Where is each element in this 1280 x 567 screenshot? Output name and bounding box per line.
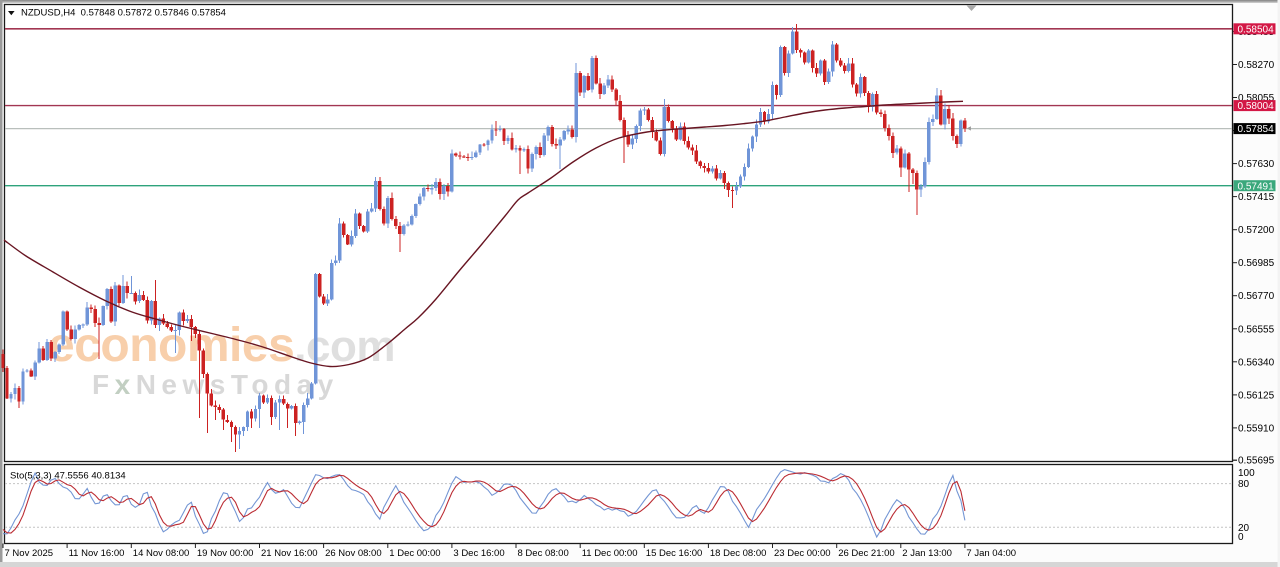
svg-text:0.55695: 0.55695: [1238, 456, 1275, 467]
svg-text:18 Dec 08:00: 18 Dec 08:00: [710, 548, 767, 559]
svg-text:0.58270: 0.58270: [1238, 60, 1275, 71]
svg-text:8 Dec 08:00: 8 Dec 08:00: [518, 548, 569, 559]
svg-text:Sto(5,3,3) 47.5556 40.8134: Sto(5,3,3) 47.5556 40.8134: [10, 471, 126, 482]
svg-text:0.57491: 0.57491: [1238, 181, 1275, 192]
svg-text:0.56340: 0.56340: [1238, 357, 1275, 368]
svg-text:23 Dec 00:00: 23 Dec 00:00: [774, 548, 831, 559]
svg-text:2 Jan 13:00: 2 Jan 13:00: [902, 548, 952, 559]
svg-text:economies.com: economies.com: [48, 319, 395, 372]
svg-text:3 Dec 16:00: 3 Dec 16:00: [453, 548, 504, 559]
svg-text:19 Nov 00:00: 19 Nov 00:00: [197, 548, 254, 559]
svg-text:20: 20: [1238, 523, 1250, 534]
svg-text:0.57415: 0.57415: [1238, 192, 1275, 203]
svg-text:26 Nov 08:00: 26 Nov 08:00: [325, 548, 382, 559]
svg-text:0.58004: 0.58004: [1238, 101, 1275, 112]
svg-text:0.56770: 0.56770: [1238, 291, 1275, 302]
svg-text:FxNewsToday: FxNewsToday: [92, 369, 339, 400]
svg-text:0.55910: 0.55910: [1238, 423, 1275, 434]
svg-text:80: 80: [1238, 479, 1250, 490]
svg-text:15 Dec 16:00: 15 Dec 16:00: [646, 548, 703, 559]
svg-text:100: 100: [1238, 468, 1255, 479]
svg-text:11 Dec 00:00: 11 Dec 00:00: [582, 548, 638, 559]
svg-text:0.58055: 0.58055: [1238, 93, 1275, 104]
svg-text:0: 0: [1238, 532, 1244, 543]
svg-text:7 Nov 2025: 7 Nov 2025: [5, 548, 54, 559]
svg-text:0.57854: 0.57854: [1238, 124, 1275, 135]
svg-text:0.56125: 0.56125: [1238, 390, 1275, 401]
svg-text:11 Nov 16:00: 11 Nov 16:00: [69, 548, 125, 559]
svg-text:NZDUSD,H4 0.57848 0.57872 0.5: NZDUSD,H4 0.57848 0.57872 0.57846 0.5785…: [21, 8, 226, 19]
svg-text:14 Nov 08:00: 14 Nov 08:00: [133, 548, 190, 559]
svg-text:0.56555: 0.56555: [1238, 324, 1275, 335]
svg-text:7 Jan 04:00: 7 Jan 04:00: [966, 548, 1016, 559]
svg-text:21 Nov 16:00: 21 Nov 16:00: [261, 548, 318, 559]
svg-text:0.57200: 0.57200: [1238, 225, 1275, 236]
svg-text:26 Dec 21:00: 26 Dec 21:00: [838, 548, 895, 559]
svg-text:0.58504: 0.58504: [1238, 24, 1275, 35]
svg-text:0.56985: 0.56985: [1238, 258, 1275, 269]
svg-text:1 Dec 00:00: 1 Dec 00:00: [389, 548, 440, 559]
svg-text:0.57630: 0.57630: [1238, 159, 1275, 170]
